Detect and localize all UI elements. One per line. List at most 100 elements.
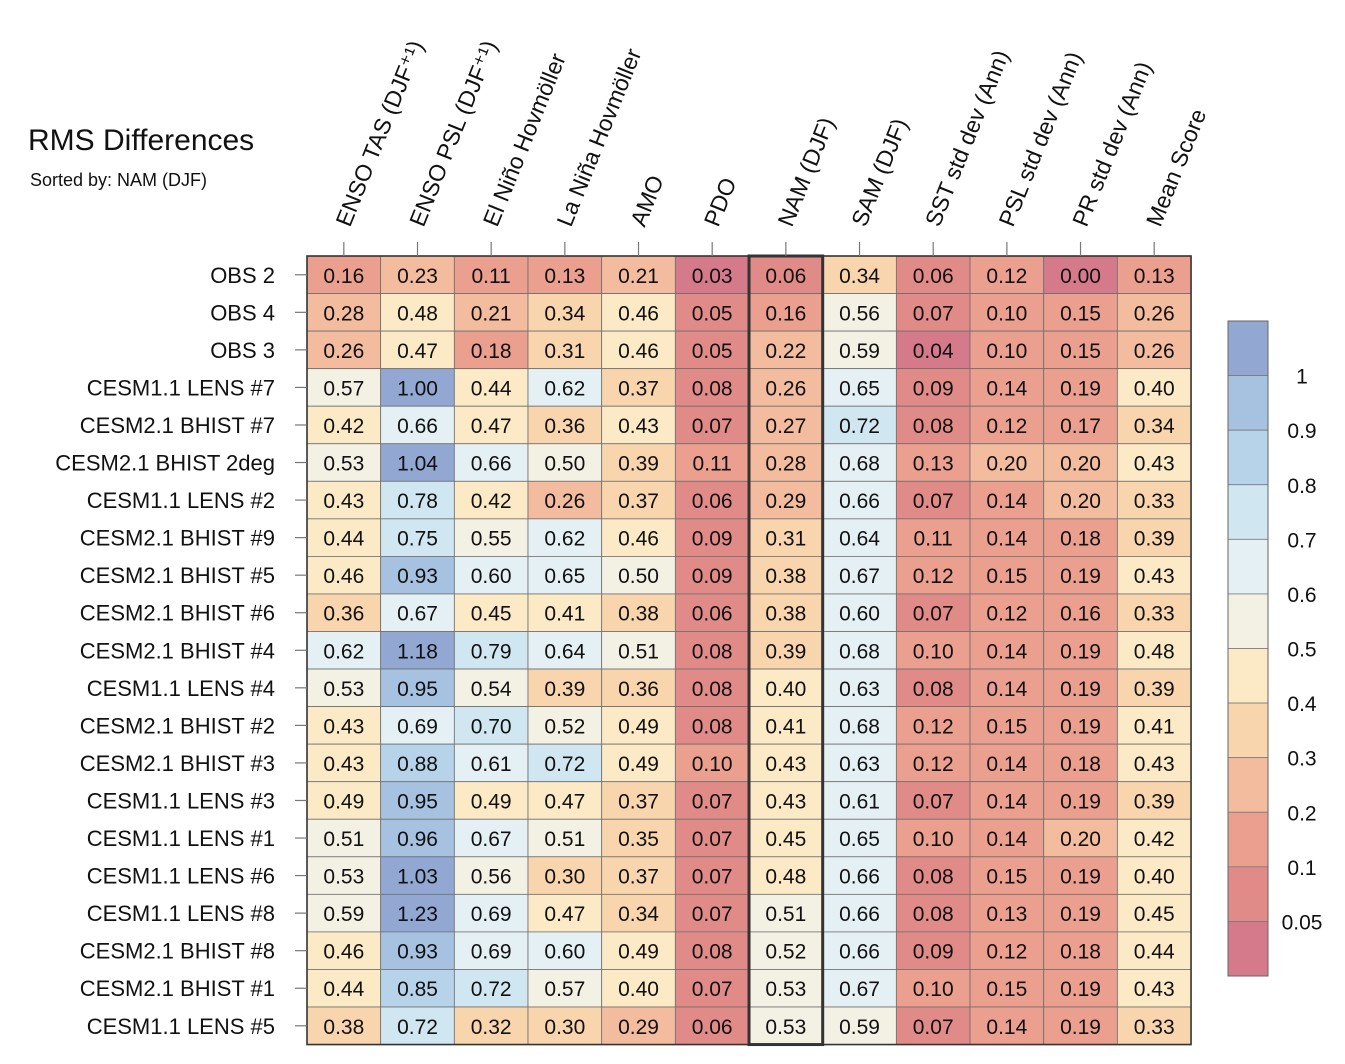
- cell-value: 0.28: [323, 302, 364, 325]
- cell-value: 0.68: [839, 640, 880, 663]
- cell-value: 0.43: [323, 753, 364, 776]
- heatmap-cell: [1116, 781, 1192, 820]
- heatmap-cell: [822, 706, 897, 745]
- heatmap-cell: [674, 931, 750, 970]
- heatmap-cell: [969, 480, 1045, 520]
- heatmap-cell: [306, 443, 382, 482]
- cell-value: 0.06: [913, 265, 954, 288]
- heatmap-cell: [1043, 706, 1118, 745]
- cell-value: 0.39: [544, 678, 585, 701]
- cell-value: 0.63: [839, 678, 880, 701]
- cell-value: 0.20: [1060, 453, 1101, 476]
- cell-value: 0.72: [471, 978, 512, 1001]
- heatmap-cell: [527, 405, 603, 445]
- cell-value: 0.09: [692, 528, 733, 551]
- cell-value: 0.14: [986, 528, 1027, 551]
- cell-value: 0.69: [397, 715, 438, 738]
- heatmap-cell: [527, 293, 603, 332]
- heatmap-cell: [748, 781, 824, 820]
- heatmap-cell: [1116, 556, 1192, 595]
- heatmap-cell: [822, 781, 897, 820]
- cell-value: 0.04: [913, 340, 954, 363]
- row-label: CESM2.1 BHIST #3: [80, 751, 275, 776]
- cell-value: 0.08: [692, 678, 733, 701]
- cell-value: 0.95: [397, 678, 438, 701]
- colorbar-segment: [1227, 648, 1269, 704]
- column-label: El Niño Hovmöller: [478, 49, 571, 230]
- cell-value: 0.29: [765, 490, 806, 513]
- cell-value: 0.16: [1060, 603, 1101, 626]
- cell-value: 0.43: [1134, 565, 1175, 588]
- cell-value: 0.66: [397, 415, 438, 438]
- colorbar-tick-label: 0.1: [1287, 857, 1316, 880]
- cell-value: 0.07: [692, 790, 733, 813]
- cell-value: 0.08: [692, 377, 733, 400]
- heatmap-cell: [1043, 893, 1118, 933]
- heatmap-cell: [895, 969, 971, 1008]
- heatmap-cell: [1116, 931, 1192, 970]
- heatmap-cell: [453, 706, 529, 745]
- cell-value: 0.31: [765, 528, 806, 551]
- cell-value: 0.36: [618, 678, 659, 701]
- heatmap-cell: [1116, 443, 1192, 482]
- cell-value: 0.75: [397, 528, 438, 551]
- cell-value: 0.08: [913, 903, 954, 926]
- cell-value: 0.10: [692, 753, 733, 776]
- heatmap-cell: [1043, 293, 1118, 332]
- heatmap-cell: [748, 818, 824, 858]
- cell-value: 0.15: [986, 715, 1027, 738]
- cell-value: 0.43: [323, 715, 364, 738]
- cell-value: 0.38: [765, 603, 806, 626]
- cell-value: 0.63: [839, 753, 880, 776]
- cell-value: 0.46: [323, 941, 364, 964]
- cell-value: 0.26: [1134, 340, 1175, 363]
- cell-value: 0.66: [471, 453, 512, 476]
- cell-value: 0.12: [986, 941, 1027, 964]
- cell-value: 0.18: [1060, 528, 1101, 551]
- cell-value: 1.18: [397, 640, 438, 663]
- cell-value: 0.15: [986, 978, 1027, 1001]
- heatmap-cell: [1043, 781, 1118, 820]
- heatmap-cell: [895, 255, 971, 294]
- cell-value: 0.10: [913, 978, 954, 1001]
- heatmap-cell: [453, 818, 529, 858]
- cell-value: 0.54: [471, 678, 512, 701]
- heatmap-cell: [380, 593, 455, 632]
- column-label: PR std dev (Ann): [1067, 58, 1157, 230]
- heatmap-cell: [1043, 1006, 1118, 1045]
- cell-value: 0.68: [839, 715, 880, 738]
- heatmap-cell: [1116, 293, 1192, 332]
- cell-value: 0.07: [692, 866, 733, 889]
- heatmap-cell: [1043, 405, 1118, 445]
- cell-value: 0.39: [1134, 790, 1175, 813]
- cell-value: 0.49: [618, 941, 659, 964]
- heatmap-cell: [453, 969, 529, 1008]
- heatmap-cell: [453, 330, 529, 370]
- cell-value: 0.52: [544, 715, 585, 738]
- heatmap-cell: [601, 593, 676, 632]
- heatmap-cell: [1116, 631, 1192, 670]
- cell-value: 0.47: [544, 790, 585, 813]
- cell-value: 0.44: [471, 377, 512, 400]
- cell-value: 0.48: [765, 866, 806, 889]
- cell-value: 0.61: [471, 753, 512, 776]
- row-label: CESM1.1 LENS #4: [87, 676, 275, 701]
- heatmap-cell: [822, 480, 897, 520]
- heatmap-cell: [674, 743, 750, 783]
- heatmap-cell: [1043, 518, 1118, 557]
- heatmap-cell: [527, 518, 603, 557]
- heatmap-cell: [306, 931, 382, 970]
- cell-value: 0.51: [618, 640, 659, 663]
- cell-value: 0.18: [1060, 941, 1101, 964]
- heatmap-cell: [969, 330, 1045, 370]
- colorbar-segment: [1227, 811, 1269, 868]
- cell-value: 0.14: [986, 1016, 1027, 1039]
- heatmap-cell: [969, 818, 1045, 858]
- heatmap-cell: [1116, 368, 1192, 407]
- row-label: CESM2.1 BHIST 2deg: [55, 451, 275, 476]
- cell-value: 0.49: [471, 790, 512, 813]
- heatmap-cell: [674, 631, 750, 670]
- heatmap-cell: [601, 518, 676, 557]
- heatmap-cell: [601, 443, 676, 482]
- heatmap-cell: [1043, 556, 1118, 595]
